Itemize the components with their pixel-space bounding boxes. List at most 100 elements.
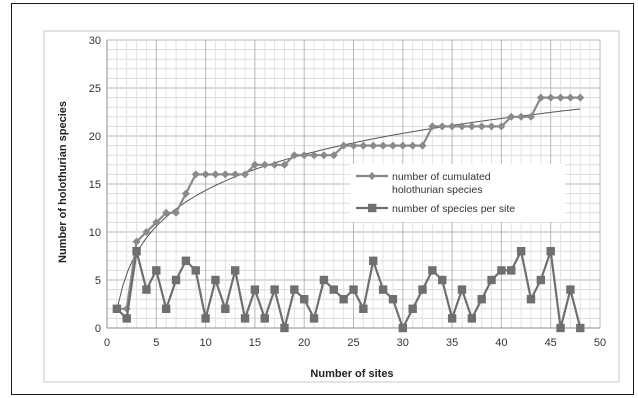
series-0-point <box>467 122 476 131</box>
series-1-point <box>171 275 181 285</box>
series-0-point <box>448 122 457 131</box>
legend-swatch-marker <box>368 203 377 213</box>
series-0-point <box>280 160 289 169</box>
series-1-point <box>418 285 427 294</box>
series-1-point <box>280 323 289 333</box>
y-tick-label: 25 <box>89 83 101 95</box>
series-0-point <box>497 122 506 131</box>
series-0-point <box>566 93 575 102</box>
x-tick-label: 25 <box>347 337 359 349</box>
series-1-point <box>566 285 575 294</box>
series-1-point <box>221 304 230 313</box>
series-1-point <box>447 314 457 323</box>
series-1-point <box>309 314 319 323</box>
axes <box>106 40 600 329</box>
series-0-point <box>379 141 388 150</box>
legend-box <box>350 164 565 222</box>
series-1-point <box>329 285 338 294</box>
series-1-point <box>369 256 378 265</box>
series-0-point <box>369 141 378 150</box>
series-0-point <box>300 151 309 160</box>
series-0-point <box>172 208 181 217</box>
series-1-point <box>132 247 141 256</box>
series-0-point <box>191 170 200 179</box>
series-0-point <box>319 151 328 160</box>
series-1-point <box>240 314 250 323</box>
log-trendline <box>116 108 581 311</box>
y-tick-label: 0 <box>95 323 101 335</box>
trendline <box>116 108 581 311</box>
y-tick-label: 10 <box>89 227 101 239</box>
series-1-point <box>536 275 546 285</box>
legend-swatch-marker <box>368 172 376 180</box>
series-1-point <box>191 266 200 275</box>
series-1-point <box>181 256 191 265</box>
series-1-point <box>201 314 210 323</box>
series-0-point <box>260 160 269 169</box>
x-tick-label: 35 <box>446 337 458 349</box>
legend-label: number of cumulated <box>392 171 491 183</box>
series-1-point <box>142 285 151 294</box>
y-axis-title: Number of holothurian species <box>57 101 69 263</box>
series-1-point <box>260 314 269 323</box>
series-0-point <box>517 112 526 121</box>
series-1-point <box>388 295 398 304</box>
series-1-point <box>290 285 299 294</box>
x-tick-label: 30 <box>397 337 409 349</box>
series-0-point <box>536 93 545 102</box>
x-axis-title: Number of sites <box>310 368 393 380</box>
series-0-point <box>349 141 358 150</box>
series-1-point <box>122 314 131 323</box>
series-0-point <box>477 122 486 131</box>
series-layer <box>112 93 585 333</box>
series-0-point <box>546 93 555 102</box>
x-tick-label: 20 <box>298 337 310 349</box>
series-1-point <box>546 247 555 256</box>
series-1-point <box>467 314 477 323</box>
series-1-point <box>250 285 260 294</box>
series-1-point <box>576 323 585 333</box>
series-1-point <box>161 304 171 313</box>
series-0-point <box>438 122 447 131</box>
series-0-point <box>526 112 535 121</box>
legend-label: holothurian species <box>392 184 482 196</box>
series-0-point <box>270 160 279 169</box>
series-1-point <box>398 323 407 333</box>
series-0-point <box>576 93 585 102</box>
plot-area-border <box>43 30 620 383</box>
series-0-point <box>398 141 407 150</box>
series-1-point <box>516 247 526 256</box>
series-1-point <box>457 285 467 294</box>
series-1-point <box>349 285 358 294</box>
y-tick-label: 5 <box>95 275 101 287</box>
series-1-point <box>487 275 496 285</box>
series-1-point <box>556 323 565 333</box>
series-0-point <box>556 93 565 102</box>
series-0-point <box>250 160 259 169</box>
series-0-point <box>507 112 516 121</box>
x-tick-label: 15 <box>249 337 261 349</box>
series-1-point <box>359 304 368 313</box>
series-1-point <box>477 295 486 304</box>
x-tick-label: 0 <box>104 337 110 349</box>
gridlines <box>106 39 601 329</box>
series-0-point <box>457 122 466 131</box>
series-0-point <box>418 141 427 150</box>
series-0-point <box>162 208 171 217</box>
series-0-point <box>231 170 240 179</box>
series-0-point <box>408 141 417 150</box>
series-0-point <box>487 122 496 131</box>
series-1-point <box>428 266 437 275</box>
series-0-point <box>152 218 161 227</box>
series-1-point <box>497 266 506 275</box>
x-tick-label: 45 <box>545 337 557 349</box>
series-0-point <box>201 170 210 179</box>
series-1-point <box>408 304 417 313</box>
series-0-point <box>428 122 437 131</box>
series-0-point <box>388 141 397 150</box>
series-1-point <box>526 295 536 304</box>
series-1-point <box>339 295 348 304</box>
series-0-point <box>142 228 151 236</box>
